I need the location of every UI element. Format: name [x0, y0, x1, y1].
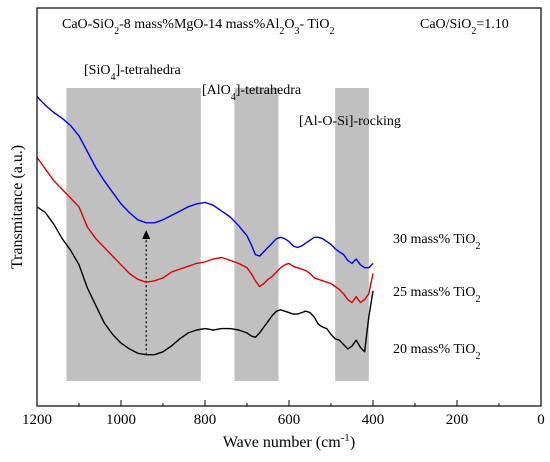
- x-tick-label: 400: [362, 412, 385, 428]
- x-ticks: 1200 1000 800 600 400 200 0: [22, 400, 545, 428]
- title-part-1: CaO-SiO: [62, 17, 114, 32]
- title-sub-4: 2: [329, 26, 334, 37]
- title-part-4: - TiO: [299, 17, 329, 32]
- title-sub-3: 3: [294, 26, 299, 37]
- title-sub-1: 2: [114, 26, 119, 37]
- series-label-25: 25 mass% TiO2: [393, 285, 480, 305]
- x-axis-label-sup: -1: [341, 432, 350, 444]
- band-alosi: [335, 88, 369, 381]
- band-label-sio4: [SiO4]-tetrahedra: [84, 63, 182, 83]
- x-axis-label: Wave number (cm-1): [223, 432, 355, 451]
- band-label-alosi: [Al-O-Si]-rocking: [299, 114, 401, 129]
- x-axis-label-post: ): [350, 434, 355, 451]
- series-label-25-sub: 2: [475, 294, 480, 305]
- ratio-label: CaO/SiO2=1.10: [420, 17, 509, 37]
- x-tick-label: 800: [194, 412, 217, 428]
- band-layer: [66, 88, 369, 381]
- x-tick-label: 1200: [22, 412, 52, 428]
- title-part-3: O: [284, 17, 294, 32]
- series-label-20: 20 mass% TiO2: [393, 342, 480, 362]
- band-label-sio4-post: ]-tetrahedra: [115, 63, 181, 78]
- x-tick-label: 1000: [106, 412, 136, 428]
- series-label-30-pre: 30 mass% TiO: [393, 232, 475, 247]
- title-sub-2: 2: [279, 26, 284, 37]
- series-label-20-sub: 2: [475, 351, 480, 362]
- band-label-alo4-pre: [AlO: [202, 83, 231, 98]
- band-label-sio4-pre: [SiO: [84, 63, 110, 78]
- arrow-layer: [142, 230, 151, 355]
- chart-title: CaO-SiO2-8 mass%MgO-14 mass%Al2O3- TiO2: [62, 17, 334, 37]
- series-label-30: 30 mass% TiO2: [393, 232, 480, 252]
- series-line-0: [36, 96, 374, 269]
- x-tick-label: 600: [278, 412, 301, 428]
- band-alo4: [234, 88, 279, 381]
- ratio-part-2: =1.10: [476, 17, 508, 32]
- series-label-30-sub: 2: [475, 241, 480, 252]
- series-layer: [36, 96, 374, 356]
- peak-shift-arrowhead: [142, 230, 151, 239]
- series-label-25-pre: 25 mass% TiO: [393, 285, 475, 300]
- band-label-alo4: [AlO4]-tetrahedra: [202, 83, 302, 103]
- ratio-sub: 2: [471, 26, 476, 37]
- x-axis-label-pre: Wave number (cm: [223, 434, 341, 451]
- band-label-alosi-text: [Al-O-Si]-rocking: [299, 114, 401, 129]
- y-axis-label: Transmitance (a.u.): [9, 145, 26, 269]
- series-line-2: [36, 206, 374, 356]
- band-sio4: [66, 88, 201, 381]
- title-part-2: -8 mass%MgO-14 mass%Al: [119, 17, 279, 32]
- ratio-part-1: CaO/SiO: [420, 17, 471, 32]
- series-line-1: [36, 157, 374, 304]
- x-tick-label: 0: [537, 412, 545, 428]
- x-tick-label: 200: [446, 412, 469, 428]
- band-label-sio4-sub: 4: [110, 72, 115, 83]
- series-label-20-pre: 20 mass% TiO: [393, 342, 475, 357]
- band-label-alo4-post: ]-tetrahedra: [236, 83, 302, 98]
- band-label-alo4-sub: 4: [231, 92, 236, 103]
